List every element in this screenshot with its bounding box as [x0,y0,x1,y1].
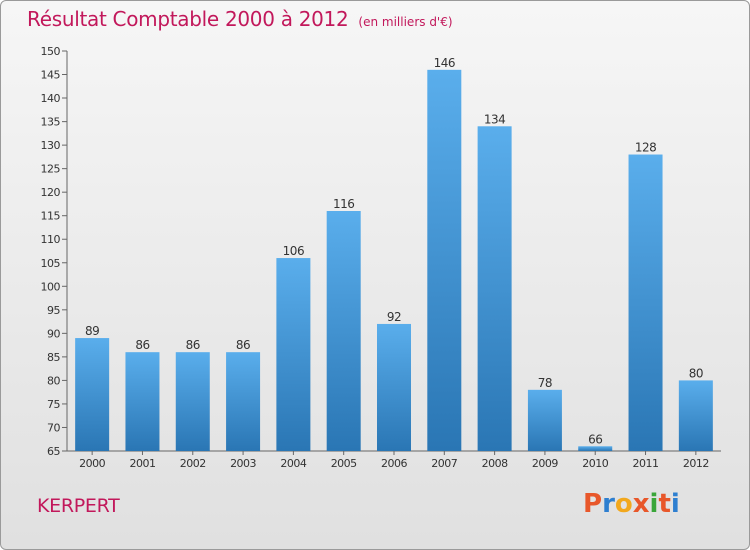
y-tick-label: 65 [47,445,60,458]
data-label: 86 [236,338,250,352]
bar [226,352,261,451]
bar [628,154,663,451]
data-label: 116 [333,197,354,211]
y-tick-label: 150 [41,45,61,58]
logo-letter: i [670,489,680,519]
logo-letter: o [614,489,633,519]
data-label: 106 [283,244,304,258]
y-tick-label: 100 [41,280,61,293]
data-label: 80 [689,366,703,380]
y-tick-label: 115 [41,210,61,223]
data-label: 128 [635,141,656,155]
x-tick-label: 2007 [431,457,457,470]
y-tick-label: 90 [47,327,60,340]
x-tick-label: 2001 [129,457,155,470]
bar [175,352,210,451]
x-tick-label: 2012 [683,457,709,470]
chart-title: Résultat Comptable 2000 à 2012 [27,7,349,31]
x-tick-label: 2009 [532,457,558,470]
bar [578,446,613,451]
x-tick-label: 2008 [482,457,508,470]
axes: 65 70 75 80 85 90 95 100 105 110 115 120 125 130 135 14… [41,45,721,458]
y-tick-label: 80 [47,374,60,387]
x-tick-label: 2011 [633,457,659,470]
y-tick-label: 75 [47,398,60,411]
bar [75,338,110,451]
logo-letter: x [632,489,650,519]
y-tick-label: 125 [41,163,61,176]
bars [75,69,713,451]
data-label: 134 [484,112,505,126]
bar [377,323,411,451]
bar [427,69,462,451]
bar [326,211,361,451]
chart-title-block: Résultat Comptable 2000 à 2012 (en millie… [27,7,453,31]
x-tick-label: 2010 [582,457,608,470]
x-tick-label: 2006 [381,457,407,470]
bar [678,380,713,451]
bar [276,258,311,451]
data-label: 86 [186,338,200,352]
logo-letter: t [658,489,671,519]
data-label: 86 [135,338,149,352]
commune-name: KERPERT [37,495,120,517]
x-tick-label: 2005 [331,457,357,470]
y-tick-label: 70 [47,421,60,434]
bar [527,389,562,451]
data-label: 92 [387,310,401,324]
y-tick-label: 85 [47,351,60,364]
y-tick-label: 95 [47,304,60,317]
data-label: 146 [434,56,455,70]
data-label: 89 [85,324,99,338]
y-tick-label: 105 [41,257,61,270]
x-tick-label: 2000 [79,457,105,470]
y-tick-label: 140 [41,92,61,105]
proxiti-logo[interactable]: Proxiti [583,489,680,519]
bar [477,126,512,451]
data-label: 78 [538,376,552,390]
logo-letter: P [583,489,603,519]
logo-letter: i [649,489,659,519]
x-tick-label: 2004 [280,457,306,470]
logo-letter: r [602,489,615,519]
y-tick-label: 145 [41,69,61,82]
y-tick-label: 130 [41,139,61,152]
x-tick-label: 2002 [180,457,206,470]
y-tick-label: 120 [41,186,61,199]
data-label: 66 [588,432,602,446]
y-tick-label: 135 [41,116,61,129]
x-tick-label: 2003 [230,457,256,470]
chart-subtitle: (en milliers d'€) [358,15,453,29]
labels: 2000 89 2001 86 2002 86 2003 86 2004 106 2005 116 20… [79,56,709,470]
bar [125,352,160,451]
y-tick-label: 110 [41,233,61,246]
